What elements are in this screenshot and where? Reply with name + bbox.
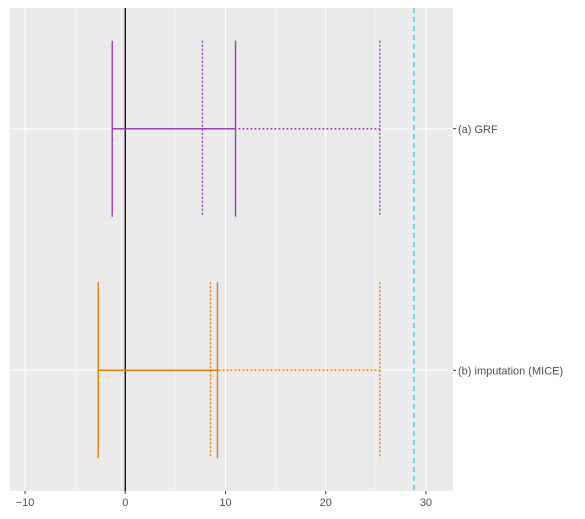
x-tick-label: 0 bbox=[122, 497, 128, 509]
x-tick-label: −10 bbox=[16, 497, 35, 509]
x-tick-label: 30 bbox=[420, 497, 432, 509]
panel-background bbox=[10, 8, 453, 491]
y-axis: (a) GRF (b) imputation (MICE) bbox=[453, 124, 563, 377]
reference-lines bbox=[124, 8, 415, 491]
x-tick-label: 10 bbox=[219, 497, 231, 509]
y-tick-label: (b) imputation (MICE) bbox=[458, 365, 563, 377]
series-layer bbox=[97, 40, 381, 459]
interval-series bbox=[111, 40, 381, 217]
x-axis: −10 0 10 20 30 bbox=[16, 491, 432, 509]
y-tick-label: (a) GRF bbox=[458, 124, 498, 136]
interval-series bbox=[97, 282, 381, 459]
x-tick-label: 20 bbox=[320, 497, 332, 509]
